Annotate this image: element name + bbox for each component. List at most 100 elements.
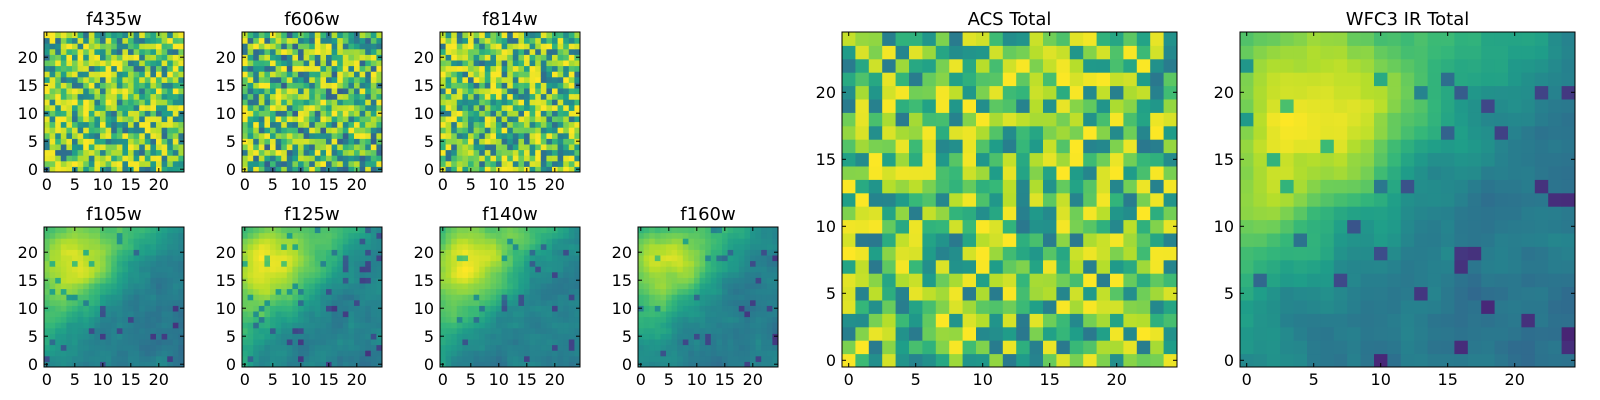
heatmap-cell [337, 243, 344, 250]
heatmap-cell [451, 322, 458, 329]
heatmap-cell [451, 82, 458, 89]
heatmap-cell [178, 76, 185, 83]
heatmap-cell [451, 299, 458, 306]
heatmap-cell [563, 283, 570, 290]
heatmap-cell [122, 227, 129, 234]
heatmap-cell [496, 132, 503, 139]
heatmap-cell [705, 305, 712, 312]
heatmap-cell [682, 327, 689, 334]
heatmap-cell [88, 110, 95, 117]
heatmap-cell [326, 138, 333, 145]
heatmap-cell [677, 288, 684, 295]
heatmap-cell [331, 60, 338, 67]
heatmap-cell [507, 260, 514, 267]
heatmap-cell [309, 238, 316, 245]
heatmap-cell [671, 322, 678, 329]
heatmap-cell [314, 43, 321, 50]
heatmap-cell [733, 255, 740, 262]
heatmap-cell [507, 232, 514, 239]
heatmap-cell [242, 121, 249, 128]
panel-title: f140w [482, 204, 537, 225]
heatmap-cell [72, 54, 79, 61]
heatmap-cell [949, 246, 964, 261]
heatmap-cell [479, 355, 486, 362]
heatmap-cell [546, 350, 553, 357]
heatmap-cell [72, 311, 79, 318]
heatmap-cell [468, 316, 475, 323]
heatmap-cell [133, 110, 140, 117]
heatmap-cell [292, 333, 299, 340]
heatmap-cell [868, 326, 883, 341]
heatmap-cell [88, 294, 95, 301]
heatmap-cell [314, 60, 321, 67]
heatmap-cell [303, 127, 310, 134]
heatmap-cell [337, 144, 344, 151]
heatmap-cell [445, 166, 452, 173]
heatmap-cell [139, 82, 146, 89]
heatmap-cell [111, 54, 118, 61]
heatmap-cell [976, 246, 990, 261]
heatmap-cell [133, 88, 140, 95]
heatmap-cell [524, 110, 531, 117]
heatmap-cell [275, 43, 282, 50]
heatmap-cell [501, 305, 508, 312]
heatmap-cell [524, 355, 531, 362]
heatmap-cell [172, 311, 179, 318]
heatmap-cell [563, 311, 570, 318]
heatmap-cell [540, 344, 547, 351]
heatmap-cell [755, 249, 762, 256]
heatmap-cell [882, 179, 897, 194]
heatmap-cell [49, 54, 56, 61]
heatmap-cell [161, 299, 168, 306]
heatmap-cell [705, 255, 712, 262]
x-tick-label: 10 [489, 370, 509, 389]
heatmap-cell [309, 249, 316, 256]
heatmap-cell [320, 93, 327, 100]
heatmap-cell [172, 249, 179, 256]
heatmap-cell [264, 260, 271, 267]
heatmap-cell [882, 152, 897, 167]
heatmap-cell [178, 255, 185, 262]
heatmap-cell [660, 238, 667, 245]
heatmap-cell [496, 238, 503, 245]
heatmap-cell [167, 71, 174, 78]
y-tick-label: 5 [424, 132, 434, 151]
heatmap-cell [540, 339, 547, 346]
heatmap-cell [348, 65, 355, 72]
heatmap-cell [337, 88, 344, 95]
heatmap-cell [66, 327, 73, 334]
heatmap-cell [766, 305, 773, 312]
heatmap-cell [270, 311, 277, 318]
heatmap-cell [72, 104, 79, 111]
heatmap-cell [654, 339, 661, 346]
heatmap-cell [546, 65, 553, 72]
heatmap-cell [72, 238, 79, 245]
heatmap-cell [264, 305, 271, 312]
heatmap-cell [128, 110, 135, 117]
heatmap-cell [643, 277, 650, 284]
heatmap-cell [66, 344, 73, 351]
heatmap-cell [275, 294, 282, 301]
heatmap-cell [167, 305, 174, 312]
heatmap-cell [77, 260, 84, 267]
heatmap-cell [376, 71, 383, 78]
heatmap-cell [682, 333, 689, 340]
heatmap-cell [337, 127, 344, 134]
heatmap-cell [139, 238, 146, 245]
heatmap-cell [342, 65, 349, 72]
heatmap-cell [563, 361, 570, 368]
heatmap-cell [1163, 166, 1178, 180]
heatmap-cell [365, 43, 372, 50]
heatmap-cell [303, 266, 310, 273]
heatmap-cell [83, 37, 90, 44]
heatmap-cell [156, 327, 163, 334]
heatmap-cell [167, 76, 174, 83]
heatmap-cell [445, 327, 452, 334]
heatmap-cell [456, 311, 463, 318]
heatmap-cell [568, 255, 575, 262]
panel-title: f814w [482, 9, 537, 30]
heatmap-cell [253, 277, 260, 284]
x-tick-label: 0 [240, 370, 250, 389]
heatmap-cell [744, 316, 751, 323]
heatmap-cell [722, 299, 729, 306]
